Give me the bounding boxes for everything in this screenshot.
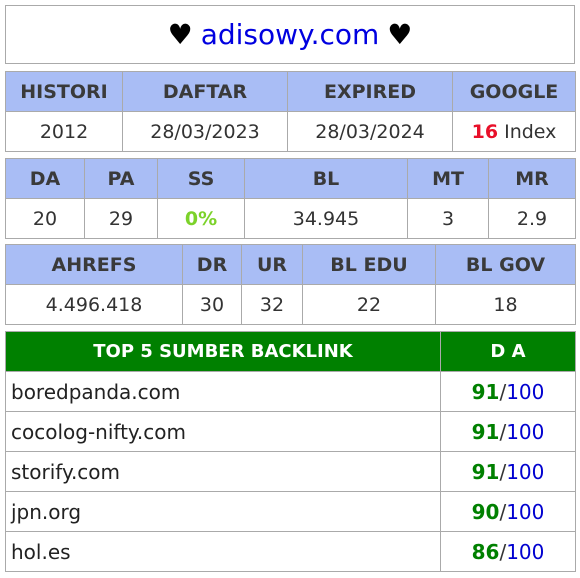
- table-row: cocolog-nifty.com 91/100: [5, 411, 576, 452]
- header-backlink-da: D A: [440, 331, 576, 372]
- ss-value: 0%: [157, 198, 245, 239]
- score-value: 90: [471, 499, 500, 524]
- header-bl: BL: [244, 158, 408, 199]
- header-ss: SS: [157, 158, 245, 199]
- score-value: 91: [471, 419, 500, 444]
- metrics-table: DA PA SS BL MT MR 20 29 0% 34.945 3 2.9: [5, 158, 576, 239]
- score-slash: /: [499, 419, 507, 444]
- heart-icon-left: ♥: [167, 18, 193, 51]
- pa-value: 29: [84, 198, 158, 239]
- da-value: 20: [5, 198, 85, 239]
- ahrefs-value: 4.496.418: [5, 284, 183, 325]
- table-row: hol.es 86/100: [5, 531, 576, 572]
- header-histori: HISTORI: [5, 71, 123, 112]
- header-bl-edu: BL EDU: [302, 244, 436, 285]
- backlink-site: jpn.org: [5, 491, 441, 532]
- ur-value: 32: [241, 284, 303, 325]
- bl-value: 34.945: [244, 198, 408, 239]
- score-max: 100: [506, 419, 545, 444]
- header-bl-gov: BL GOV: [435, 244, 576, 285]
- backlink-site: cocolog-nifty.com: [5, 411, 441, 452]
- bl-edu-value: 22: [302, 284, 436, 325]
- header-daftar: DAFTAR: [122, 71, 288, 112]
- dr-value: 30: [182, 284, 242, 325]
- google-index-cell: 16 Index: [452, 111, 576, 152]
- history-table: HISTORI DAFTAR EXPIRED GOOGLE 2012 28/03…: [5, 71, 576, 152]
- backlink-score: 90/100: [440, 491, 576, 532]
- header-dr: DR: [182, 244, 242, 285]
- header-ahrefs: AHREFS: [5, 244, 183, 285]
- backlink-site: hol.es: [5, 531, 441, 572]
- backlink-score: 91/100: [440, 371, 576, 412]
- domain-title: adisowy.com: [200, 18, 380, 51]
- score-slash: /: [499, 499, 507, 524]
- header-ur: UR: [241, 244, 303, 285]
- backlink-site: storify.com: [5, 451, 441, 492]
- score-slash: /: [499, 459, 507, 484]
- backlink-table: TOP 5 SUMBER BACKLINK D A boredpanda.com…: [5, 331, 576, 572]
- score-max: 100: [506, 499, 545, 524]
- score-slash: /: [499, 379, 507, 404]
- header-pa: PA: [84, 158, 158, 199]
- header-google: GOOGLE: [452, 71, 576, 112]
- score-max: 100: [506, 539, 545, 564]
- ahrefs-table: AHREFS DR UR BL EDU BL GOV 4.496.418 30 …: [5, 244, 576, 325]
- score-value: 91: [471, 459, 500, 484]
- header-top-backlink: TOP 5 SUMBER BACKLINK: [5, 331, 441, 372]
- backlink-score: 91/100: [440, 451, 576, 492]
- histori-value: 2012: [5, 111, 123, 152]
- expired-value: 28/03/2024: [287, 111, 453, 152]
- header-mt: MT: [407, 158, 489, 199]
- heart-icon-right: ♥: [387, 18, 413, 51]
- google-index-count: 16: [471, 120, 499, 143]
- mr-value: 2.9: [488, 198, 576, 239]
- header-mr: MR: [488, 158, 576, 199]
- bl-gov-value: 18: [435, 284, 576, 325]
- table-row: jpn.org 90/100: [5, 491, 576, 532]
- header-da: DA: [5, 158, 85, 199]
- mt-value: 3: [407, 198, 489, 239]
- title-banner: ♥ adisowy.com ♥: [5, 5, 575, 64]
- header-expired: EXPIRED: [287, 71, 453, 112]
- score-max: 100: [506, 459, 545, 484]
- backlink-site: boredpanda.com: [5, 371, 441, 412]
- score-value: 86: [471, 539, 500, 564]
- score-value: 91: [471, 379, 500, 404]
- score-slash: /: [499, 539, 507, 564]
- backlink-score: 91/100: [440, 411, 576, 452]
- score-max: 100: [506, 379, 545, 404]
- table-row: storify.com 91/100: [5, 451, 576, 492]
- daftar-value: 28/03/2023: [122, 111, 288, 152]
- backlink-score: 86/100: [440, 531, 576, 572]
- google-index-suffix: Index: [504, 120, 557, 143]
- table-row: boredpanda.com 91/100: [5, 371, 576, 412]
